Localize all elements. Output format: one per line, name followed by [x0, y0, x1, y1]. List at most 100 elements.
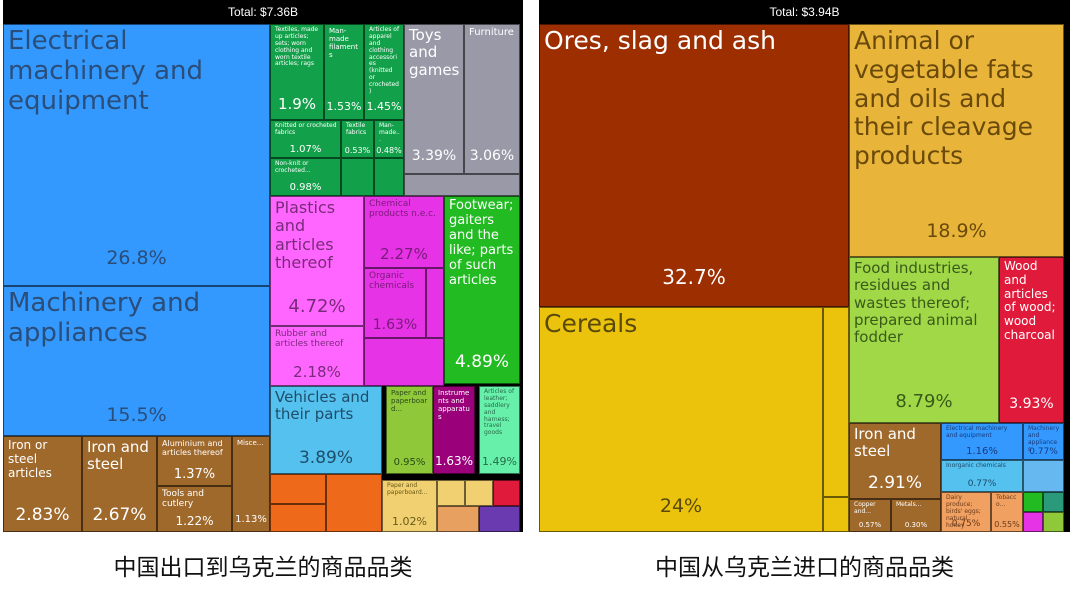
- treemap-tile-label: Machinery and appliances: [1028, 425, 1060, 453]
- treemap-tile-rubber-and-articles-thereof[interactable]: Rubber and articles thereof 2.18%: [270, 326, 364, 386]
- treemap-tile-dairy-produce-birds-eggs-natural-honey[interactable]: Dairy produce; birds' eggs; natural hone…: [941, 492, 991, 532]
- treemap-tile-minor[interactable]: [270, 504, 326, 532]
- treemap-tile-knitted-or-crocheted-fabrics[interactable]: Knitted or crocheted fabrics 1.07%: [270, 120, 341, 158]
- treemap-tile-minor[interactable]: [823, 497, 849, 532]
- treemap-tile-percent: 0.95%: [393, 457, 426, 468]
- treemap-tile-chemical-products-n-e-c[interactable]: Chemical products n.e.c. 2.27%: [364, 196, 444, 268]
- treemap-tile-minor[interactable]: [1043, 492, 1064, 512]
- treemap-tile-minor[interactable]: [374, 158, 404, 196]
- treemap-tile-textile-fabrics[interactable]: Textile fabrics 0.53%: [341, 120, 374, 158]
- treemap-tile-minor[interactable]: [270, 474, 326, 504]
- treemap-tile-minor[interactable]: [465, 480, 493, 506]
- treemap-tile-misce[interactable]: Misce... 1.13%: [232, 436, 270, 532]
- treemap-tile-tobacco[interactable]: Tobacco... 0.55%: [991, 492, 1023, 532]
- treemap-tile-animal-or-vegetable-fats-and-oils-and-their-cleavage-products[interactable]: Animal or vegetable fats and oils and th…: [849, 24, 1064, 257]
- treemap-tile-minor[interactable]: [1023, 492, 1043, 512]
- treemap-tile-man-made[interactable]: Man-made... 0.48%: [374, 120, 404, 158]
- treemap-tile-percent: 2.27%: [380, 245, 428, 263]
- treemap-tile-organic-chemicals[interactable]: Organic chemicals 1.63%: [364, 268, 426, 338]
- treemap-tile-percent: 1.07%: [289, 144, 322, 155]
- treemap-tile-percent: 3.93%: [1009, 396, 1054, 412]
- treemap-tile-food-industries-residues-and-wastes-thereof-prepared-animal-fodder[interactable]: Food industries, residues and wastes the…: [849, 257, 999, 423]
- treemap-tile-label: Aluminium and articles thereof: [162, 439, 223, 458]
- treemap-tile-footwear-gaiters-and-the-like-parts-of-such-articles[interactable]: Footwear; gaiters and the like; parts of…: [444, 196, 520, 384]
- treemap-tile-ores-slag-and-ash[interactable]: Ores, slag and ash 32.7%: [539, 24, 849, 307]
- treemap-tile-minor[interactable]: [823, 307, 849, 497]
- treemap-tile-articles-of-leather-saddlery-and-harness-travel-goods[interactable]: Articles of leather; saddlery and harnes…: [479, 386, 520, 474]
- treemap-tile-percent: 1.49%: [482, 455, 517, 468]
- treemap-tile-paper-and-paperboard[interactable]: Paper and paperboard... 0.95%: [386, 386, 433, 474]
- treemap-tile-cereals[interactable]: Cereals 24%: [539, 307, 823, 532]
- treemap-tile-label: Textile fabrics: [346, 122, 367, 136]
- treemap-tile-minor[interactable]: [437, 480, 465, 506]
- exports-total-label: Total: $7.36B: [227, 5, 299, 19]
- imports-caption: 中国从乌克兰进口的商品品类: [655, 555, 954, 581]
- treemap-tile-minor[interactable]: [1023, 512, 1043, 532]
- treemap-tile-minor[interactable]: [404, 174, 520, 196]
- treemap-tile-metals[interactable]: Metals... 0.30%: [891, 499, 941, 532]
- treemap-tile-percent: 2.83%: [15, 505, 70, 525]
- treemap-tile-minor[interactable]: [364, 338, 444, 386]
- treemap-tile-minor[interactable]: [437, 506, 479, 532]
- treemap-tile-electrical-machinery-and-equipment[interactable]: Electrical machinery and equipment 1.16%: [941, 423, 1023, 460]
- treemap-tile-percent: 0.77%: [1029, 447, 1058, 457]
- treemap-tile-percent: 1.63%: [372, 317, 418, 333]
- treemap-tile-label: Tools and cutlery: [162, 489, 204, 510]
- treemap-tile-label: Non-knit or crocheted...: [275, 160, 311, 174]
- treemap-tile-percent: 1.53%: [326, 100, 362, 113]
- treemap-tile-minor[interactable]: [479, 506, 520, 532]
- treemap-tile-iron-and-steel[interactable]: Iron and steel 2.91%: [849, 423, 941, 499]
- treemap-tile-plastics-and-articles-thereof[interactable]: Plastics and articles thereof 4.72%: [270, 196, 364, 326]
- treemap-tile-electrical-machinery-and-equipment[interactable]: Electrical machinery and equipment 26.8%: [3, 24, 270, 286]
- treemap-tile-label: Instruments and apparatus: [438, 389, 470, 422]
- treemap-tile-percent: 1.16%: [966, 446, 998, 457]
- treemap-tile-minor[interactable]: [1043, 512, 1064, 532]
- exports-caption: 中国出口到乌克兰的商品品类: [113, 555, 413, 581]
- treemap-tile-label: Tobacco...: [996, 494, 1017, 508]
- treemap-tile-minor[interactable]: [1023, 460, 1064, 492]
- treemap-tile-percent: 2.67%: [92, 505, 147, 525]
- treemap-tile-label: Chemical products n.e.c.: [369, 199, 436, 220]
- treemap-tile-machinery-and-appliances[interactable]: Machinery and appliances 15.5%: [3, 286, 270, 436]
- treemap-tile-label: Copper and...: [854, 501, 876, 515]
- treemap-tile-man-made-filaments[interactable]: Man-made filaments 1.53%: [324, 24, 364, 120]
- treemap-tile-machinery-and-appliances[interactable]: Machinery and appliances 0.77%: [1023, 423, 1064, 460]
- treemap-tile-percent: 4.89%: [454, 352, 509, 372]
- treemap-tile-vehicles-and-their-parts[interactable]: Vehicles and their parts 3.89%: [270, 386, 382, 474]
- treemap-tile-label: Inorganic chemicals: [946, 462, 1006, 469]
- treemap-tile-label: Wood and articles of wood; wood charcoal: [1004, 259, 1056, 342]
- treemap-tile-percent: 24%: [659, 495, 703, 517]
- treemap-tile-percent: 2.91%: [867, 473, 922, 493]
- treemap-tile-minor[interactable]: [326, 474, 382, 532]
- treemap-tile-toys-and-games[interactable]: Toys and games 3.39%: [404, 24, 464, 174]
- treemap-tile-minor[interactable]: [493, 480, 520, 506]
- treemap-tile-textiles-made-up-articles-sets-worn-clothing-and-worn-textile-articles-rags[interactable]: Textiles, made up articles; sets; worn c…: [270, 24, 324, 120]
- treemap-tile-iron-and-steel[interactable]: Iron and steel 2.67%: [82, 436, 157, 532]
- treemap-tile-label: Man-made...: [379, 122, 400, 143]
- treemap-tile-label: Ores, slag and ash: [544, 26, 776, 55]
- treemap-tile-paper-and-paperboard[interactable]: Paper and paperboard... 1.02%: [382, 480, 437, 532]
- treemap-tile-articles-of-apparel-and-clothing-accessories-knitted-or-crocheted[interactable]: Articles of apparel and clothing accesso…: [364, 24, 404, 120]
- treemap-tile-percent: 15.5%: [106, 404, 167, 426]
- treemap-tile-label: Plastics and articles thereof: [275, 198, 336, 273]
- treemap-tile-copper-and[interactable]: Copper and... 0.57%: [849, 499, 891, 532]
- treemap-tile-non-knit-or-crocheted[interactable]: Non-knit or crocheted... 0.98%: [270, 158, 341, 196]
- treemap-tile-inorganic-chemicals[interactable]: Inorganic chemicals 0.77%: [941, 460, 1023, 492]
- treemap-tile-furniture[interactable]: Furniture 3.06%: [464, 24, 520, 174]
- treemap-tile-percent: 0.75%: [951, 519, 981, 529]
- treemap-tile-label: Vehicles and their parts: [275, 388, 370, 424]
- treemap-tile-instruments-and-apparatus[interactable]: Instruments and apparatus 1.63%: [433, 386, 475, 474]
- treemap-tile-label: Rubber and articles thereof: [275, 329, 344, 350]
- treemap-tile-percent: 26.8%: [106, 247, 167, 269]
- treemap-tile-percent: 0.53%: [344, 146, 371, 155]
- treemap-tile-label: Articles of leather; saddlery and harnes…: [484, 388, 515, 437]
- treemap-tile-wood-and-articles-of-wood-wood-charcoal[interactable]: Wood and articles of wood; wood charcoal…: [999, 257, 1064, 423]
- treemap-tile-minor[interactable]: [426, 268, 444, 338]
- treemap-tile-percent: 1.02%: [392, 515, 427, 528]
- treemap-tile-aluminium-and-articles-thereof[interactable]: Aluminium and articles thereof 1.37%: [157, 436, 232, 486]
- treemap-tile-tools-and-cutlery[interactable]: Tools and cutlery 1.22%: [157, 486, 232, 532]
- treemap-tile-minor[interactable]: [341, 158, 374, 196]
- treemap-tile-percent: 8.79%: [895, 391, 953, 412]
- treemap-tile-iron-or-steel-articles[interactable]: Iron or steel articles 2.83%: [3, 436, 82, 532]
- treemap-tile-percent: 1.13%: [235, 514, 267, 525]
